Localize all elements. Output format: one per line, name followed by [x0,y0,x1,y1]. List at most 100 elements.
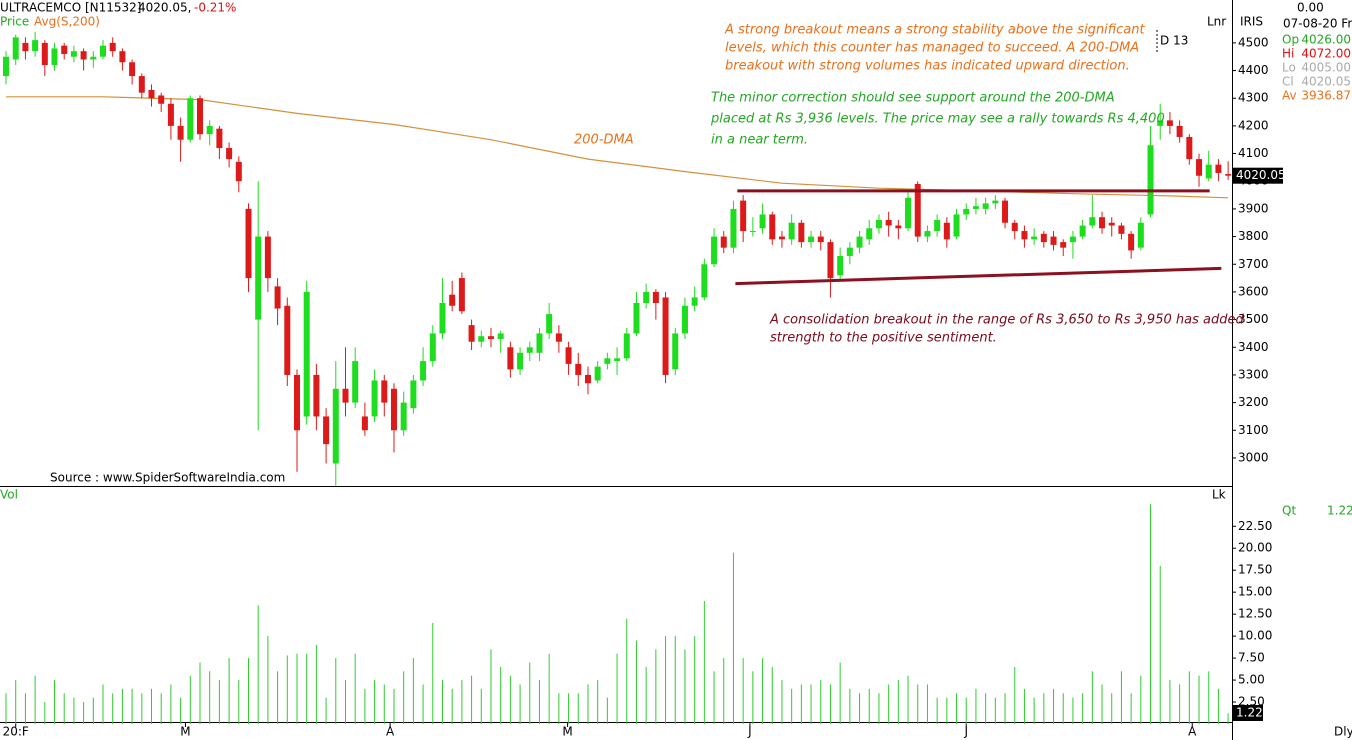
y-tick-label: 4300 [1238,91,1269,105]
candle-body [342,388,349,403]
candle-body [226,148,233,160]
panel-change: 0.00 [1297,1,1324,15]
candle-body [963,208,970,215]
candle-body [837,255,844,276]
candle-body [846,247,853,256]
panel-row-value: 4072.00 [1301,47,1351,61]
candle-body [778,236,785,240]
candle-body [1050,236,1057,245]
candle-body [119,51,126,63]
candle-body [584,374,591,384]
candle-body [293,374,300,431]
candle-body [313,374,320,417]
x-tick-label: A [386,725,395,739]
annotation-line: strength to the positive sentiment. [770,331,997,346]
candle-body [594,366,601,381]
legend-price: Price [0,15,29,29]
y-tick-label: 3400 [1238,340,1269,354]
annotation-line: placed at Rs 3,936 levels. The price may… [710,112,1165,127]
moving-average [6,96,1229,199]
candle-body [420,361,427,381]
y-tick-label: 3700 [1238,257,1269,271]
candle-body [177,125,184,140]
candle-body [1176,125,1183,137]
candle-body [32,40,39,52]
candle-body [1225,174,1232,176]
candle-body [643,291,650,303]
candle-body [808,236,815,243]
panel-row-label: Op [1282,33,1299,47]
candle-body [565,347,572,364]
candle-body [895,225,902,229]
candle-body [856,236,863,248]
candle-body [536,333,543,353]
header-change: -0.21% [194,1,236,15]
y-tick-label: 3900 [1238,201,1269,215]
candle-body [759,214,766,229]
qty-value: 1.22 [1327,504,1352,518]
candle-body [623,333,630,359]
x-tick-label: J [963,725,968,739]
candle-body [730,208,737,248]
candle-body [914,184,921,237]
candle-body [284,305,291,375]
y-tick-label: 3000 [1238,450,1269,464]
candle-body [1031,236,1038,240]
candle-body [449,294,456,306]
candle-body [138,76,145,93]
candle-body [1011,222,1018,232]
candle-body [652,291,659,303]
x-tick-label: M [180,725,190,739]
candle-body [934,219,941,232]
candle-body [487,336,494,339]
candle-body [866,228,873,240]
candle-body [972,206,979,209]
candle-body [953,214,960,237]
chart-title: ULTRACEMCO [N11532] [0,1,141,15]
volume-tick-label: 10.00 [1238,629,1272,643]
candle-body [371,380,378,417]
source: Source : www.SpiderSoftwareIndia.com [50,471,285,485]
candle-body [1089,217,1096,226]
candle-body [1040,233,1047,243]
candle-body [129,62,136,77]
y-tick-label: 3600 [1238,284,1269,298]
candle-body [769,214,776,240]
candle-body [245,208,252,279]
panel-row-value: 4020.05 [1301,75,1351,89]
candle-body [701,264,708,298]
candle-body [517,352,524,370]
volume-label: Vol [0,488,18,502]
candle-body [410,380,417,409]
volume-tick-label: 15.00 [1238,585,1272,599]
candle-body [332,388,339,464]
candle-body [100,45,107,57]
candle-body [1166,120,1173,126]
candle-body [70,51,77,57]
annotation-line: A strong breakout means a strong stabili… [724,23,1146,38]
candle-body [255,236,262,320]
cursor-label: D 13 [1160,34,1188,48]
candle-body [992,200,999,204]
volume-tick-label: 20.00 [1238,541,1272,555]
candle-body [51,48,58,66]
candle-body [788,222,795,240]
candle-body [982,203,989,209]
candle-body [662,297,669,375]
last-volume-label: 1.22 [1236,706,1263,720]
qty-label: Qt [1282,504,1296,518]
candle-body [885,219,892,226]
candle-body [390,388,397,431]
candle-body [924,231,931,237]
candle-body [1215,164,1222,173]
candle-body [1137,222,1144,248]
candle-body [458,278,465,312]
candle-body [61,45,68,54]
candle-body [468,325,475,342]
candle-body [1060,242,1067,248]
panel-row-label: Av [1282,89,1297,103]
volume-tick-label: 17.50 [1238,563,1272,577]
candle-body [22,42,29,52]
annotation-line: The minor correction should see support … [711,91,1115,106]
